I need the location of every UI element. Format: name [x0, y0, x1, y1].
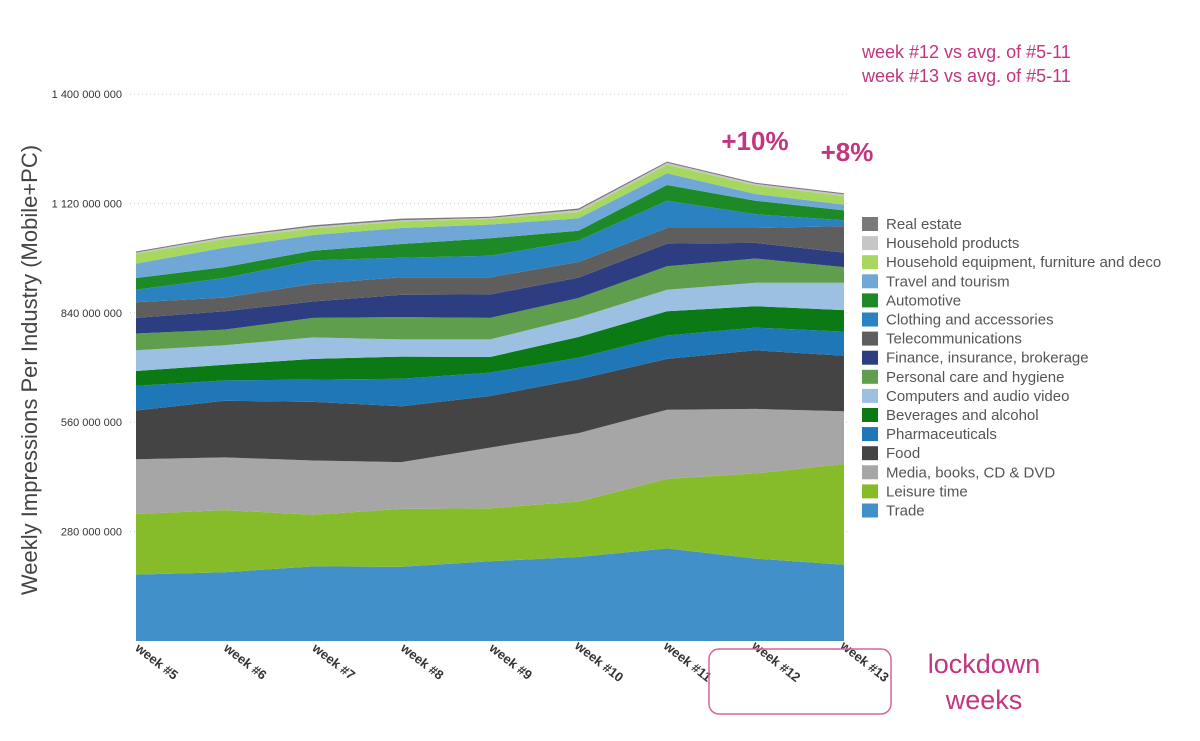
legend-swatch-clothing-and-accessories: [862, 312, 878, 327]
legend-swatch-computers-and-audio-video: [862, 388, 878, 403]
legend-swatch-travel-and-tourism: [862, 274, 878, 289]
legend-swatch-finance-insurance-brokerage: [862, 350, 878, 365]
x-tick-label: week #7: [309, 640, 358, 683]
lockdown-label-line2: weeks: [945, 685, 1023, 715]
legend-swatch-pharmaceuticals: [862, 427, 878, 442]
area-travel-and-tourism: [136, 173, 844, 278]
area-telecommunications: [136, 226, 844, 318]
x-tick-label: week #5: [132, 640, 181, 683]
y-tick-label: 840 000 000: [61, 308, 122, 320]
area-beverages-and-alcohol: [136, 306, 844, 386]
area-finance-insurance-brokerage: [136, 242, 844, 334]
area-trade: [136, 548, 844, 641]
legend-label-beverages-and-alcohol: Beverages and alcohol: [886, 407, 1039, 424]
x-tick-label: week #8: [397, 640, 446, 683]
legend-label-household-products: Household products: [886, 235, 1019, 252]
y-tick-label: 560 000 000: [61, 417, 122, 429]
area-leisure-time: [136, 464, 844, 575]
annotation-week13-note: week #13 vs avg. of #5-11: [861, 66, 1071, 86]
lockdown-weeks-box: [708, 648, 892, 715]
area-pharmaceuticals: [136, 327, 844, 411]
legend-label-trade: Trade: [886, 503, 925, 520]
lockdown-label-line1: lockdown: [928, 649, 1041, 679]
legend-label-telecommunications: Telecommunications: [886, 331, 1022, 348]
legend-swatch-food: [862, 446, 878, 461]
legend-label-media-books-cd-dvd: Media, books, CD & DVD: [886, 464, 1055, 481]
legend-swatch-trade: [862, 503, 878, 518]
legend-swatch-beverages-and-alcohol: [862, 408, 878, 422]
area-automotive: [136, 185, 844, 290]
legend-swatch-household-products: [862, 236, 878, 251]
legend: Real estate Household products Household e…: [862, 216, 1161, 520]
x-tick-label: week #12: [748, 637, 803, 685]
legend-swatch-leisure-time: [862, 484, 878, 499]
area-computers-and-audio-video: [136, 282, 844, 371]
x-tick-label: week #9: [486, 640, 535, 683]
y-tick-label: 280 000 000: [61, 527, 122, 539]
x-tick-label: week #10: [571, 637, 626, 685]
legend-label-food: Food: [886, 445, 920, 462]
area-media-books-cd-dvd: [136, 408, 844, 515]
legend-label-personal-care-and-hygiene: Personal care and hygiene: [886, 369, 1064, 386]
legend-label-household-equipment-furniture-and-deco: Household equipment, furniture and deco: [886, 254, 1161, 271]
y-tick-label: 1 400 000 000: [52, 89, 122, 101]
legend-label-real-estate: Real estate: [886, 216, 962, 233]
y-tick-label: 1 120 000 000: [52, 198, 122, 210]
x-tick-label: week #13: [837, 637, 892, 685]
legend-label-pharmaceuticals: Pharmaceuticals: [886, 426, 997, 443]
area-personal-care-and-hygiene: [136, 258, 844, 351]
legend-label-finance-insurance-brokerage: Finance, insurance, brokerage: [886, 350, 1089, 367]
legend-label-clothing-and-accessories: Clothing and accessories: [886, 312, 1054, 329]
legend-label-travel-and-tourism: Travel and tourism: [886, 273, 1010, 290]
annotation-week12-pct: +10%: [721, 126, 788, 156]
legend-swatch-automotive: [862, 293, 878, 308]
x-tick-labels: week #5 week #6 week #7 week #8 week #9 week …: [132, 637, 892, 685]
annotation-week12-note: week #12 vs avg. of #5-11: [861, 42, 1071, 62]
legend-swatch-household-equipment-furniture-and-deco: [862, 255, 878, 270]
area-series-group: [136, 161, 844, 641]
legend-label-computers-and-audio-video: Computers and audio video: [886, 388, 1069, 405]
area-clothing-and-accessories: [136, 200, 844, 303]
legend-label-automotive: Automotive: [886, 292, 961, 309]
y-axis-label: Weekly Impressions Per Industry (Mobile+…: [17, 145, 42, 595]
legend-swatch-media-books-cd-dvd: [862, 465, 878, 480]
legend-swatch-real-estate: [862, 217, 878, 231]
y-tick-labels: 280 000 000 560 000 000 840 000 000 1 120 0…: [52, 89, 122, 539]
legend-label-leisure-time: Leisure time: [886, 483, 968, 500]
area-food: [136, 350, 844, 463]
annotation-week13-pct: +8%: [821, 137, 874, 167]
legend-swatch-telecommunications: [862, 331, 878, 346]
x-tick-label: week #6: [220, 640, 269, 683]
legend-swatch-personal-care-and-hygiene: [862, 369, 878, 384]
x-tick-label: week #11: [660, 638, 714, 685]
